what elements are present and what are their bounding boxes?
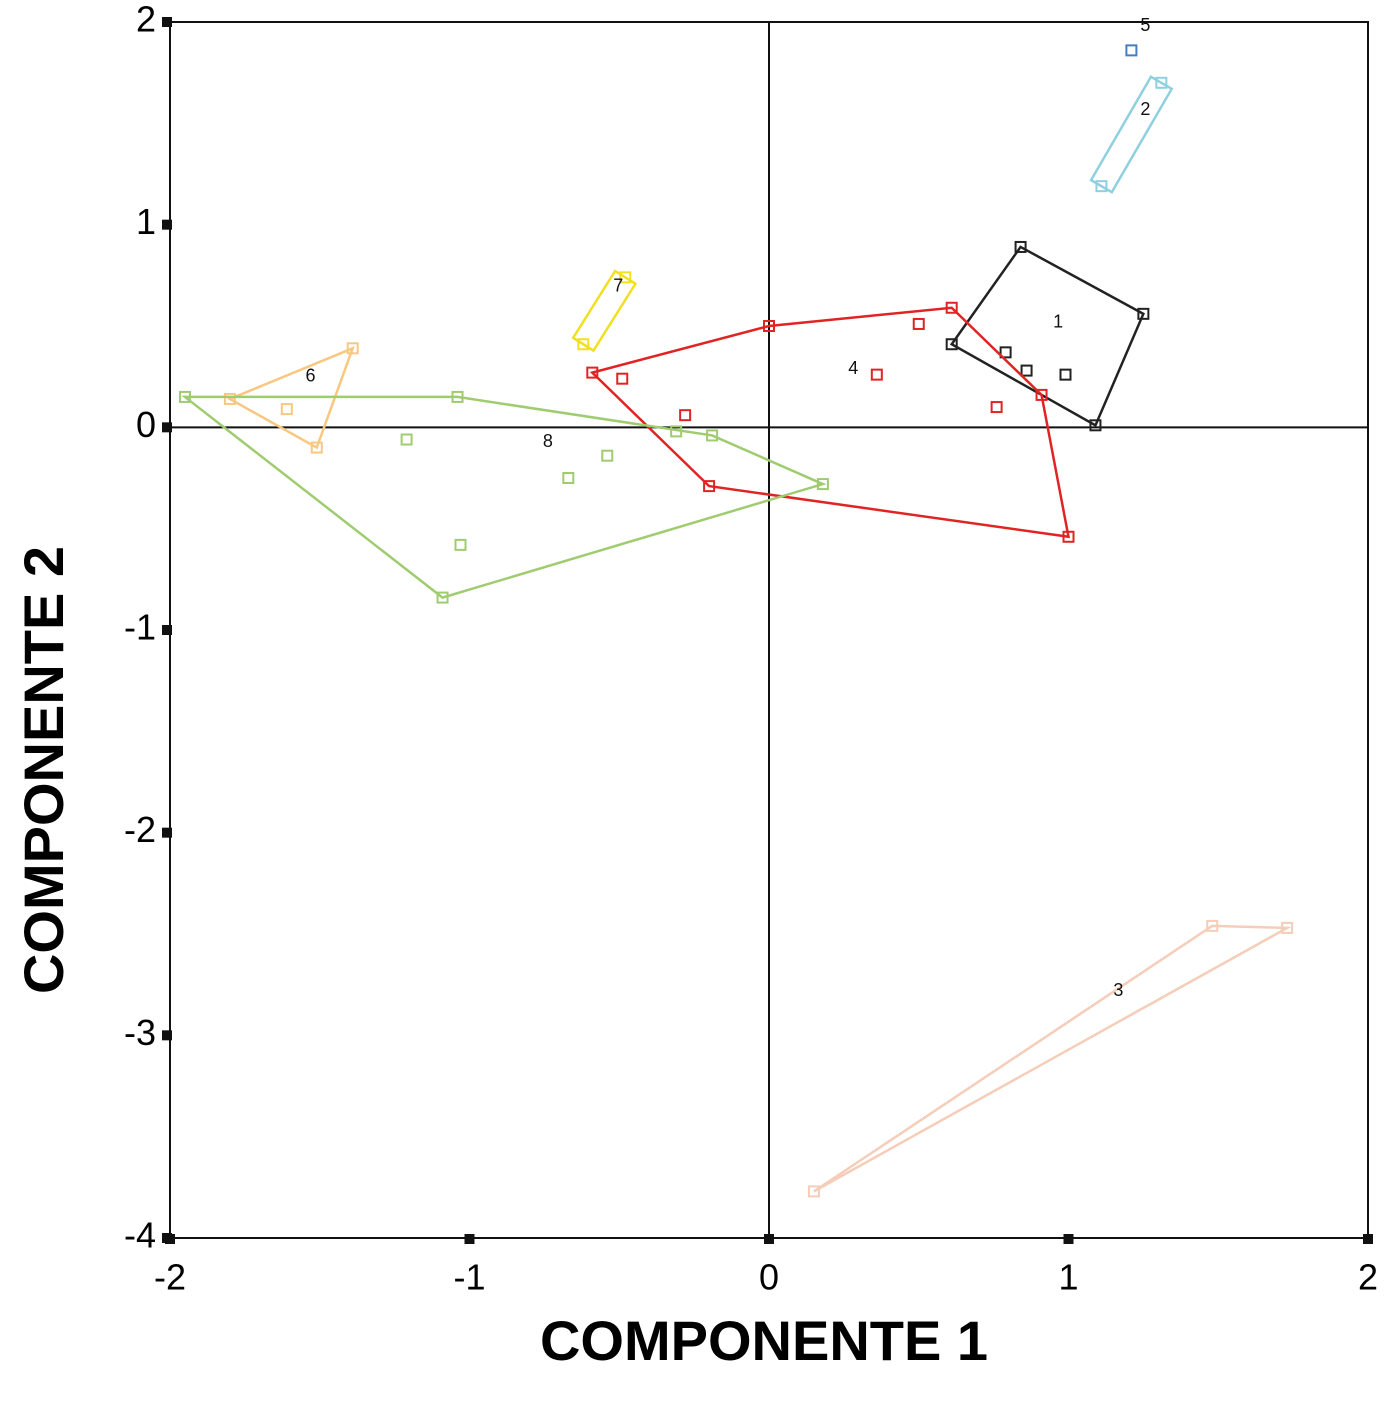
point [1206, 919, 1219, 932]
group-hull [813, 924, 1292, 1193]
y-tick [162, 827, 172, 838]
point [706, 429, 719, 442]
point [945, 301, 958, 314]
point [577, 338, 590, 351]
x-tick [464, 1234, 475, 1244]
point [816, 478, 829, 491]
point [586, 366, 599, 379]
point [1059, 368, 1072, 381]
point [616, 372, 629, 385]
point [451, 390, 464, 403]
group-hull [181, 395, 827, 599]
group-label: 2 [1140, 99, 1150, 119]
point [1035, 388, 1048, 401]
x-tick-label: 1 [1058, 1257, 1078, 1298]
y-axis-title: COMPONENTE 2 [12, 546, 75, 994]
point [1020, 364, 1033, 377]
y-tick [162, 219, 172, 230]
point [1014, 240, 1027, 253]
x-tick-label: 0 [759, 1257, 779, 1298]
group-label: 5 [1140, 15, 1150, 35]
y-tick [162, 1030, 172, 1041]
group-label: 1 [1053, 312, 1063, 332]
point [807, 1185, 820, 1198]
group-label: 3 [1113, 980, 1123, 1000]
point [619, 271, 632, 284]
point [400, 433, 413, 446]
point [670, 425, 683, 438]
point [601, 449, 614, 462]
x-tick-label: 2 [1358, 1257, 1378, 1298]
group-hull [1089, 75, 1174, 194]
point [763, 320, 775, 332]
y-tick-label: -2 [124, 809, 156, 850]
y-tick-label: -1 [124, 607, 156, 648]
y-tick-label: -4 [124, 1215, 156, 1256]
y-tick-label: -3 [124, 1012, 156, 1053]
point [945, 338, 958, 351]
group-hull [589, 306, 1071, 539]
y-tick-label: 2 [136, 0, 156, 40]
group-label: 8 [543, 431, 553, 451]
point [679, 409, 692, 422]
point [703, 480, 716, 493]
point [562, 472, 575, 484]
point [912, 317, 925, 330]
point [280, 403, 293, 416]
point [346, 342, 359, 355]
point [1125, 44, 1138, 57]
y-tick [162, 1233, 172, 1243]
point [1089, 419, 1102, 432]
point [990, 401, 1003, 414]
point [436, 591, 449, 604]
point [1095, 180, 1108, 193]
point [454, 538, 467, 551]
point [1137, 307, 1150, 320]
y-tick [162, 17, 172, 27]
x-tick [1063, 1234, 1074, 1244]
x-axis-title: COMPONENTE 1 [540, 1309, 988, 1372]
point [1062, 530, 1075, 543]
point [870, 368, 883, 381]
group-label: 7 [613, 276, 623, 296]
y-tick-label: 0 [136, 404, 156, 445]
point [999, 346, 1012, 359]
y-tick-label: 1 [136, 201, 156, 242]
group-label: 6 [306, 366, 316, 386]
x-tick-label: -1 [453, 1257, 485, 1298]
x-tick [764, 1234, 774, 1244]
point [1155, 76, 1168, 89]
y-tick [162, 625, 172, 635]
x-tick [1363, 1234, 1373, 1244]
point [223, 392, 236, 405]
x-tick-label: -2 [154, 1257, 186, 1298]
point [178, 390, 191, 403]
point [1281, 921, 1294, 934]
group-label: 4 [848, 358, 858, 378]
group-hull [571, 269, 638, 353]
point [310, 441, 323, 454]
y-tick [162, 422, 172, 433]
